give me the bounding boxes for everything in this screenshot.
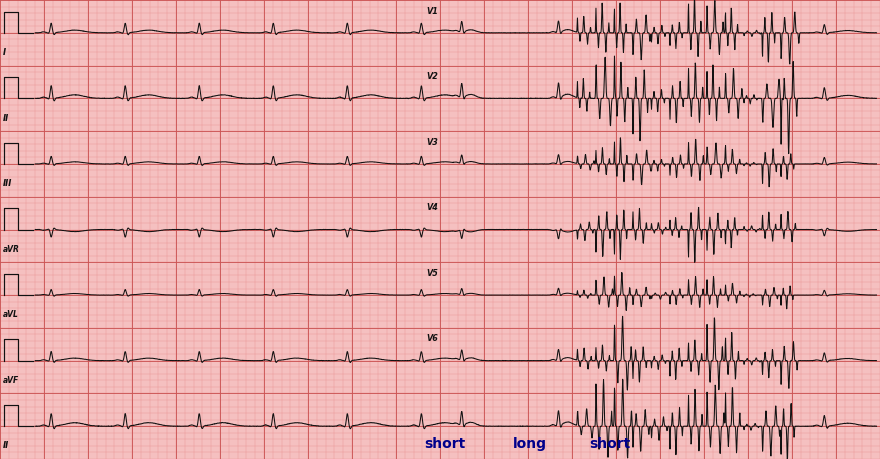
Text: aVF: aVF [3, 376, 18, 385]
Text: V2: V2 [426, 72, 437, 81]
Text: aVR: aVR [3, 245, 19, 254]
Text: short: short [424, 437, 465, 451]
Text: I: I [3, 48, 6, 57]
Text: II: II [3, 113, 9, 123]
Text: V4: V4 [426, 203, 437, 212]
Text: V5: V5 [426, 269, 437, 278]
Text: short: short [590, 437, 630, 451]
Text: II: II [3, 442, 9, 450]
Text: aVL: aVL [3, 310, 18, 319]
Text: V3: V3 [426, 138, 437, 147]
Text: long: long [513, 437, 546, 451]
Text: III: III [3, 179, 12, 188]
Text: V6: V6 [426, 335, 437, 343]
Text: V1: V1 [426, 6, 437, 16]
